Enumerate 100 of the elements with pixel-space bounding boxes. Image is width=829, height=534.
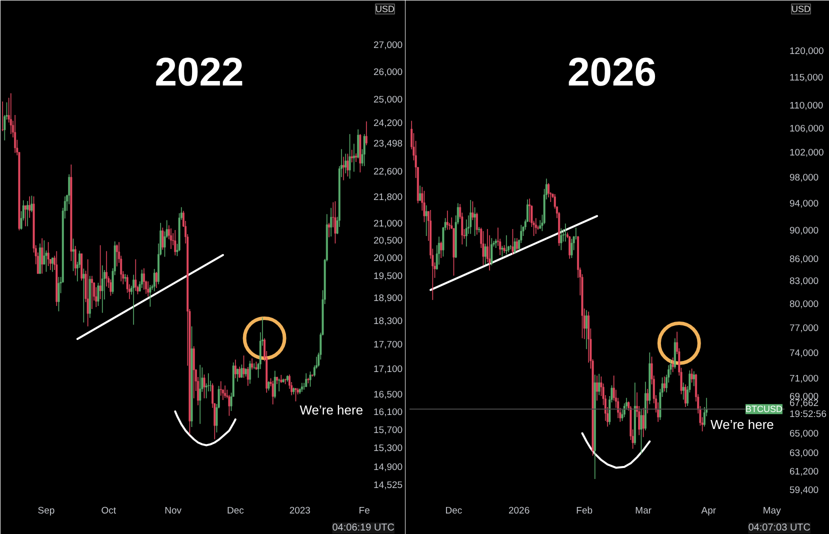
x-tick-label: 2026 [508,506,530,516]
candlestick [272,380,274,405]
candlestick [236,368,238,382]
candlestick [596,375,598,401]
candlestick [278,378,280,392]
candlestick [99,244,102,300]
candlestick [570,238,573,258]
text: 2026 [568,50,656,94]
candlestick [149,284,152,308]
candlestick [548,182,550,198]
candlestick [174,230,176,256]
candlestick [134,258,137,292]
x-tick-label: Mar [635,506,652,516]
candlestick [142,268,145,290]
candlestick [106,250,108,287]
candlestick [365,120,368,146]
candlestick [242,355,245,378]
y-tick-label: 74,000 [790,348,819,359]
candlestick [534,218,537,234]
candlestick [344,153,347,174]
y-tick-label: 59,400 [790,484,819,496]
candlestick [646,388,649,414]
candlestick [560,228,562,251]
y-tick-label: 20,500 [374,235,403,246]
candlestick [268,380,270,391]
candlestick [28,196,31,218]
y-tick-label: 21,800 [374,192,403,203]
line-series [174,410,236,446]
candlestick [86,258,89,327]
candlestick [514,238,516,254]
y-tick-label: 16,100 [374,406,403,418]
y-tick-label: 14,900 [374,462,403,473]
y-tick-label: 14,525 [374,480,403,491]
y-tick-label: 18,900 [374,293,403,304]
candlestick [224,385,226,398]
candlestick [240,364,243,378]
candlestick [348,134,351,180]
candlestick [598,373,600,396]
candlestick [328,222,330,238]
candlestick [82,268,85,323]
annotation: We’re here [300,402,364,418]
y-tick-label: 110,000 [790,100,824,112]
candlestick [10,92,12,134]
candlestick [470,200,472,234]
candlestick [132,274,135,326]
candlestick [510,244,512,250]
candlestick [528,198,531,223]
y-tick-label: 16,500 [374,389,403,400]
candlestick [494,238,497,248]
candlestick [419,185,422,202]
candlestick [203,374,206,399]
candlestick [91,275,93,310]
y-axis-title: USD [376,4,395,14]
candlestick [246,366,249,386]
x-tick-label: 2023 [289,506,310,516]
y-tick-label: 102,000 [790,148,824,158]
candlestick [251,358,254,370]
candlestick [357,128,360,159]
candlestick [309,371,312,388]
candlestick [294,388,297,402]
candlestick [585,310,588,350]
y-tick-label: 65,000 [790,428,819,440]
y-tick-label: 83,000 [790,276,819,288]
candlestick [153,268,156,292]
candlestick [568,236,571,260]
candlestick [234,359,236,379]
candlestick [162,227,164,250]
candlestick [95,286,98,308]
candlestick [446,210,448,230]
candlestick [26,200,29,227]
y-tick-label: 15,300 [374,443,403,454]
y-tick-label: 27,000 [374,40,403,52]
candlestick [346,153,349,177]
x-tick-label: Feb [576,506,593,516]
y-tick-label: 22,600 [374,166,403,178]
y-tick-label: 17,100 [374,364,403,376]
y-tick-label: 115,000 [790,72,824,84]
text: 2022 [154,50,244,94]
candlestick [274,370,276,399]
candlestick [640,408,642,454]
y-tick-label: 94,000 [790,198,819,210]
candlestick [14,114,16,154]
candlestick [472,200,474,221]
candlestick [72,238,74,272]
line-series [581,432,651,469]
candlestick [516,238,518,252]
y-tick-label: 71,000 [790,374,819,385]
candlestick [501,245,504,257]
candlestick [423,190,426,223]
candlestick [642,407,644,438]
y-tick-label: 17,700 [374,340,403,351]
candlestick [482,230,484,266]
ref-line-label: BTCUSD [746,404,783,414]
candlestick [220,380,222,396]
candlestick [155,271,158,288]
candlestick [512,228,514,255]
candlestick [352,143,355,172]
x-tick-label: Nov [164,506,182,516]
candlestick [474,206,476,236]
annotation: We’re here [710,417,774,432]
